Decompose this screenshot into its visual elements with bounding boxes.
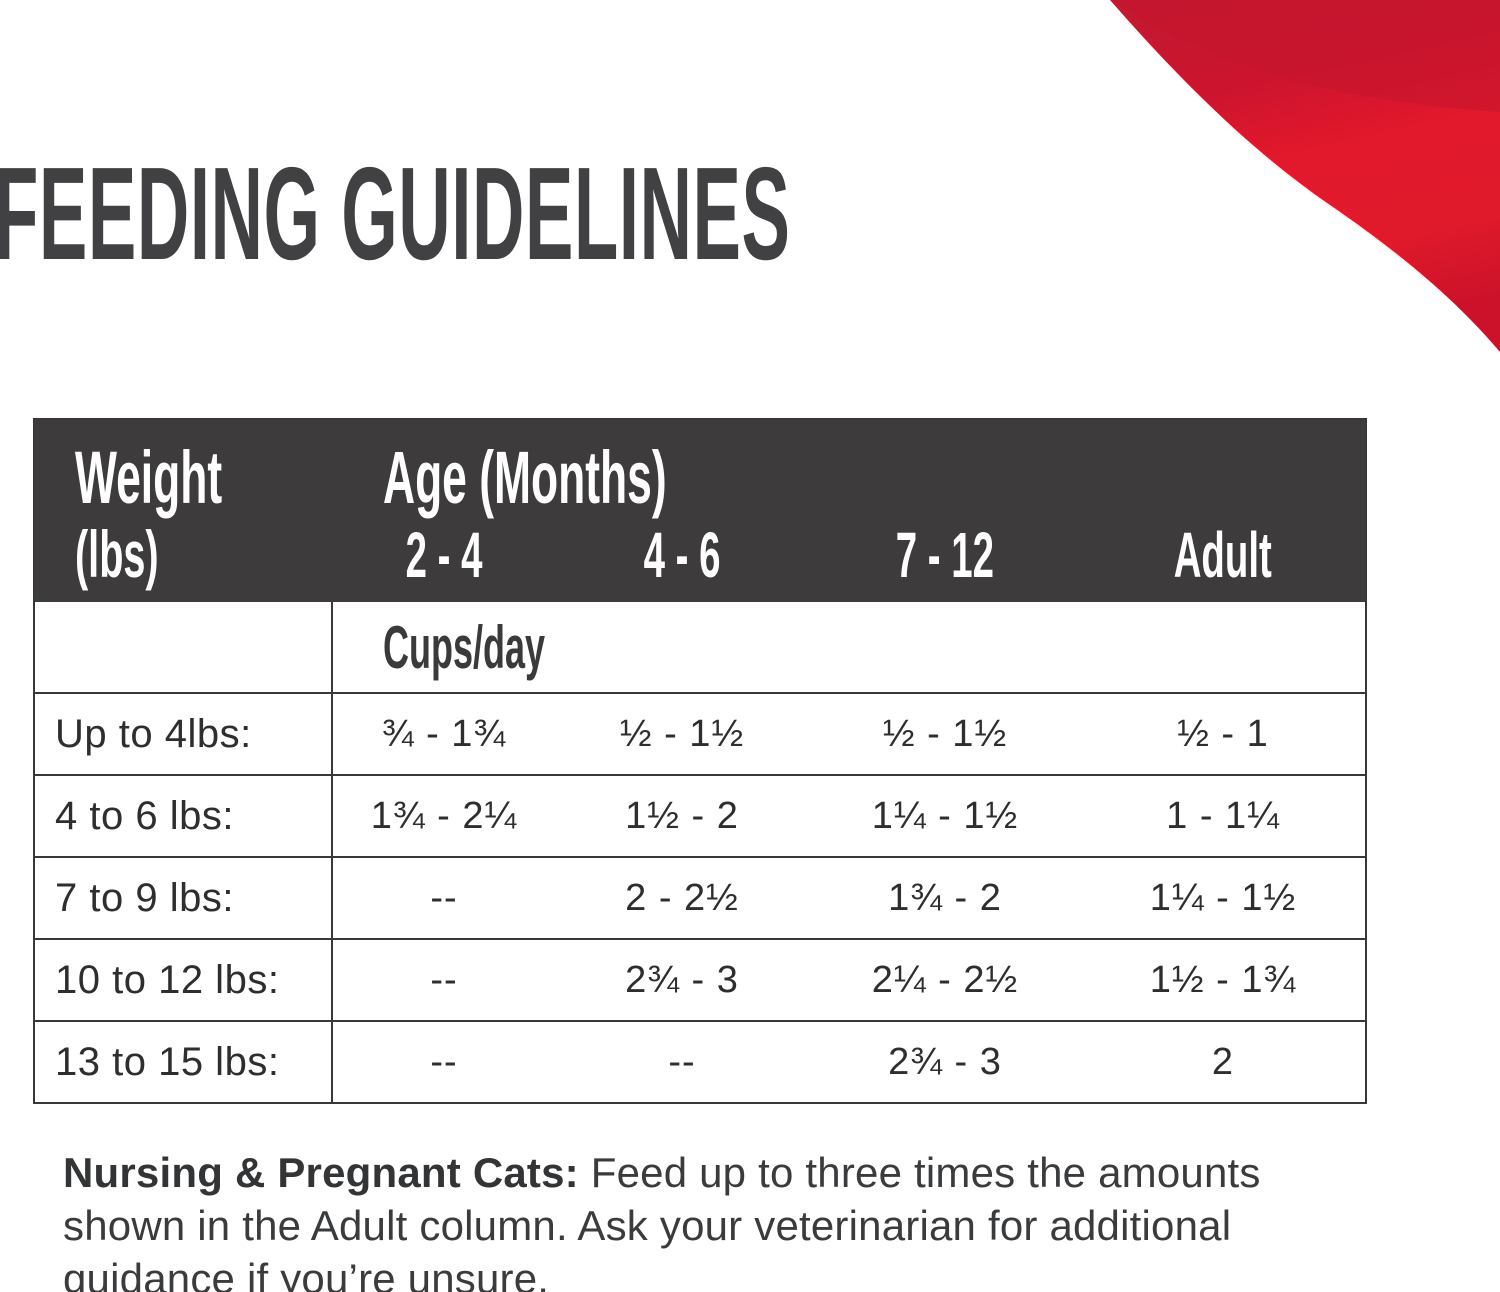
- units-row: Cups/day: [35, 602, 1365, 692]
- header-col-7-12: 7 - 12: [895, 519, 995, 591]
- units-label: Cups/day: [383, 613, 546, 681]
- cell-value: 2 - 2½: [625, 876, 739, 919]
- table-header: Weight Age (Months) (lbs) 2 - 4 4 - 6 7 …: [35, 420, 1365, 602]
- header-col-2-4: 2 - 4: [405, 519, 483, 591]
- note-line-2: shown in the Adult column. Ask your vete…: [63, 1202, 1232, 1249]
- cell-value: 2¼ - 2½: [871, 958, 1019, 1001]
- cell-value: ½ - 1½: [619, 712, 745, 755]
- table-row: Up to 4lbs: ¾ - 1¾ ½ - 1½ ½ - 1½ ½ - 1: [35, 692, 1365, 774]
- row-label: Up to 4lbs:: [35, 694, 333, 774]
- header-weight-unit: (lbs): [75, 517, 159, 591]
- row-label: 4 to 6 lbs:: [35, 776, 333, 856]
- cell-value: ¾ - 1¾: [381, 712, 507, 755]
- page-title-text: FEEDING GUIDELINES: [0, 140, 791, 287]
- cell-value: 2¾ - 3: [625, 958, 739, 1001]
- table-row: 13 to 15 lbs: -- -- 2¾ - 3 2: [35, 1020, 1365, 1102]
- cell-value: 1¾ - 2: [888, 876, 1002, 919]
- note-line-3: guidance if you’re unsure.: [63, 1255, 550, 1292]
- table-row: 10 to 12 lbs: -- 2¾ - 3 2¼ - 2½ 1½ - 1¾: [35, 938, 1365, 1020]
- cell-value: 1¼ - 1½: [1149, 876, 1297, 919]
- nursing-pregnant-note: Nursing & Pregnant Cats: Feed up to thre…: [63, 1146, 1403, 1292]
- note-line-1: Nursing & Pregnant Cats: Feed up to thre…: [63, 1146, 1403, 1199]
- cell-value: 2¾ - 3: [888, 1040, 1002, 1083]
- red-swoosh-decoration: [1110, 0, 1500, 352]
- header-col-adult: Adult: [1173, 519, 1273, 591]
- feeding-table: Weight Age (Months) (lbs) 2 - 4 4 - 6 7 …: [33, 418, 1367, 1104]
- cell-value: 1½ - 2: [625, 794, 739, 837]
- note-lead: Nursing & Pregnant Cats:: [63, 1149, 579, 1196]
- cell-value: --: [430, 876, 458, 919]
- table-row: 4 to 6 lbs: 1¾ - 2¼ 1½ - 2 1¼ - 1½ 1 - 1…: [35, 774, 1365, 856]
- header-col-4-6: 4 - 6: [643, 519, 721, 591]
- cell-value: --: [430, 1040, 458, 1083]
- page-title: FEEDING GUIDELINES: [0, 148, 1442, 280]
- cell-value: 2: [1211, 1040, 1235, 1083]
- cell-value: --: [430, 958, 458, 1001]
- header-weight: Weight: [75, 436, 223, 519]
- row-label: 13 to 15 lbs:: [35, 1022, 333, 1102]
- cell-value: 1¼ - 1½: [871, 794, 1019, 837]
- header-age-months: Age (Months): [383, 436, 667, 519]
- note-line-1-rest: Feed up to three times the amounts: [578, 1149, 1261, 1196]
- cell-value: 1¾ - 2¼: [370, 794, 518, 837]
- cell-value: ½ - 1½: [882, 712, 1008, 755]
- cell-value: 1 - 1¼: [1166, 794, 1280, 837]
- table-row: 7 to 9 lbs: -- 2 - 2½ 1¾ - 2 1¼ - 1½: [35, 856, 1365, 938]
- units-row-spacer: [35, 602, 333, 692]
- cell-value: ½ - 1: [1177, 712, 1269, 755]
- row-label: 10 to 12 lbs:: [35, 940, 333, 1020]
- row-label: 7 to 9 lbs:: [35, 858, 333, 938]
- cell-value: --: [668, 1040, 696, 1083]
- cell-value: 1½ - 1¾: [1149, 958, 1297, 1001]
